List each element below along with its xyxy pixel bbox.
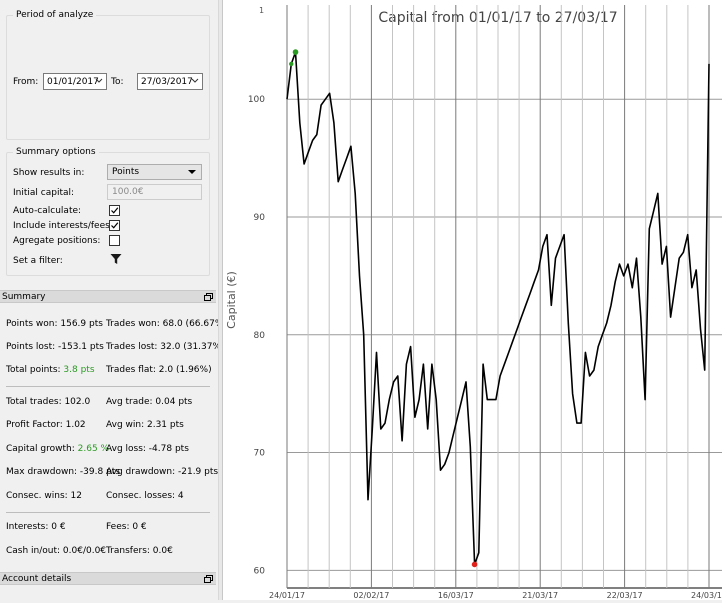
total-trades: Total trades: 102.0 [6,397,91,407]
consec-losses: Consec. losses: 4 [106,491,184,501]
transfers: Transfers: 0.0€ [106,546,173,556]
summary-title: Summary [2,292,46,302]
initial-capital-input[interactable]: 100.0€ [107,184,202,200]
restore-window-icon[interactable] [204,293,213,301]
show-results-label: Show results in: [13,168,85,178]
check-icon [111,222,119,229]
y-tick-label: 100 [248,95,265,105]
total-points-value: 3.8 pts [63,365,95,375]
consec-wins: Consec. wins: 12 [6,491,82,501]
panel-splitter[interactable] [218,0,222,600]
x-tick-label: 24/01/17 [269,591,305,600]
max-drawdown: Max drawdown: -39.8 pts [6,467,121,477]
filter-label: Set a filter: [13,256,63,266]
trades-won: Trades won: 68.0 (66.67%) [106,319,227,329]
cash-in-out: Cash in/out: 0.0€/0.0€ [6,546,107,556]
x-axis-ticks: 24/01/17 02/02/17 16/03/17 21/03/17 22/03/17… [269,591,722,600]
include-fees-checkbox[interactable] [109,220,120,231]
summary-options-group: Summary options [6,147,210,276]
auto-calculate-checkbox[interactable] [109,205,120,216]
y-axis-ticks: 60 70 80 90 100 [248,95,265,576]
dropdown-arrow-icon[interactable] [188,170,196,174]
separator [6,386,210,387]
restore-window-icon[interactable] [204,575,213,583]
profit-factor: Profit Factor: 1.02 [6,420,86,430]
capital-growth: Capital growth: 2.65 % [6,444,109,454]
total-points-label: Total points: [6,365,64,375]
trades-lost: Trades lost: 32.0 (31.37%) [106,342,225,352]
from-label: From: [13,77,39,87]
include-fees-label: Include interests/fees: [13,221,113,231]
to-label: To: [111,77,124,87]
avg-drawdown: Avg drawdown: -21.9 pts [106,467,219,477]
x-tick-label: 24/03/17 [691,591,722,600]
capital-chart-panel: 1 Capital from 01/01/17 to 27/03/17 Capi… [222,0,722,600]
from-date-input[interactable]: 01/01/2017 [43,73,107,90]
separator [6,512,210,513]
total-points: Total points: 3.8 pts [6,365,95,375]
min-capital-marker [471,561,478,568]
y-tick-label: 90 [254,213,266,223]
to-date-value: 27/03/2017 [141,77,193,87]
summary-dock-title: Summary [0,290,216,303]
capital-growth-label: Capital growth: [6,444,78,454]
fees: Fees: 0 € [106,522,147,532]
period-group: Period of analyze [6,10,210,140]
capital-growth-value: 2.65 % [77,444,110,454]
x-tick-label: 02/02/17 [353,591,389,600]
points-won: Points won: 156.9 pts [6,319,103,329]
interests: Interests: 0 € [6,522,66,532]
y-tick-label: 70 [254,449,266,459]
chevron-down-icon[interactable] [95,78,103,84]
capital-chart: 1 Capital from 01/01/17 to 27/03/17 Capi… [225,5,722,600]
summary-options-title: Summary options [13,147,99,157]
avg-trade: Avg trade: 0.04 pts [106,397,193,407]
auto-calculate-label: Auto-calculate: [13,206,82,216]
left-panel: Period of analyze From: 01/01/2017 To: 2… [0,0,227,600]
y-tick-label: 80 [254,331,266,341]
chart-grid [286,5,722,589]
to-date-input[interactable]: 27/03/2017 [137,73,203,90]
avg-win: Avg win: 2.31 pts [106,420,184,430]
initial-capital-value: 100.0€ [112,187,144,197]
avg-loss: Avg loss: -4.78 pts [106,444,189,454]
x-tick-label: 16/03/17 [438,591,474,600]
chart-corner-label: 1 [259,6,264,15]
y-axis-label: Capital (€) [225,271,238,329]
aggregate-label: Agregate positions: [13,236,101,246]
y-tick-label: 60 [254,566,266,576]
x-tick-label: 22/03/17 [607,591,643,600]
account-details-title: Account details [2,574,72,584]
aggregate-checkbox[interactable] [109,235,120,246]
period-group-title: Period of analyze [13,10,97,20]
chevron-down-icon[interactable] [191,78,199,84]
show-results-select[interactable]: Points [107,164,202,180]
from-date-value: 01/01/2017 [47,77,99,87]
filter-icon[interactable] [110,253,122,265]
x-tick-label: 21/03/17 [522,591,558,600]
show-results-value: Points [112,167,140,177]
capital-line [286,51,710,566]
max-capital-marker [292,49,299,55]
peak-marker [289,61,294,67]
trades-flat: Trades flat: 2.0 (1.96%) [106,365,212,375]
account-details-dock-title: Account details [0,572,216,585]
initial-capital-label: Initial capital: [13,188,75,198]
check-icon [111,207,119,214]
points-lost: Points lost: -153.1 pts [6,342,104,352]
chart-series [286,49,710,568]
